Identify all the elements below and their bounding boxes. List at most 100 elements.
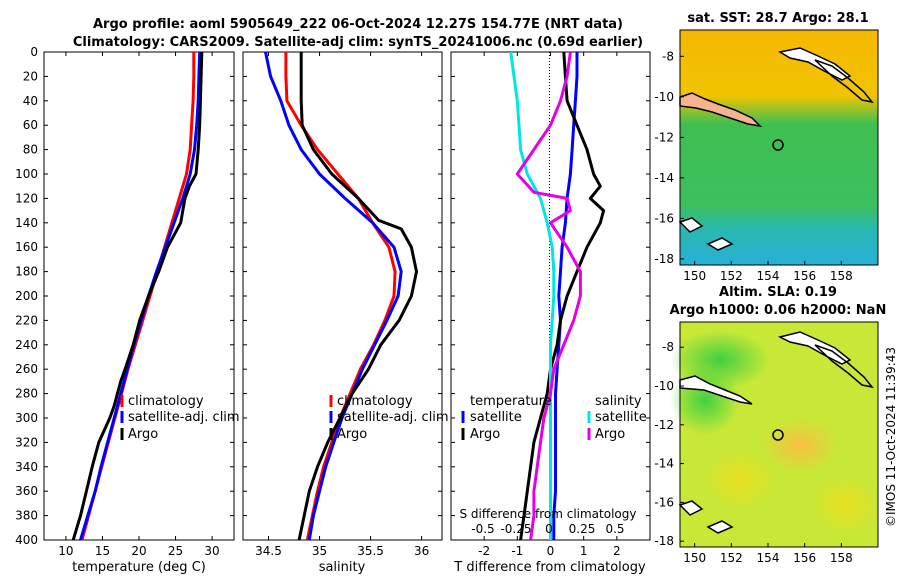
sla-map-title-line1: Altim. SLA: 0.19 <box>719 285 837 300</box>
s-tick-label: -0.25 <box>500 522 531 536</box>
solomon-islands <box>777 47 852 81</box>
imos-stamp: ©IMOS 11-Oct-2024 11:39:43 <box>884 347 898 527</box>
depth-tick-label: 220 <box>15 313 38 327</box>
salinity-series <box>264 52 418 540</box>
legend-t-satellite-label: satellite <box>470 410 522 425</box>
depth-tick-label: 400 <box>15 533 38 547</box>
depth-tick-label: 180 <box>15 265 38 279</box>
lon-tick-label: 158 <box>830 551 853 565</box>
legend-argo-label: Argo <box>128 427 158 442</box>
lat-tick-label: -14 <box>654 457 674 471</box>
solomon-coast <box>814 59 874 104</box>
lat-tick-label: -14 <box>654 171 674 185</box>
legend-climatology-label: climatology <box>128 394 204 409</box>
depth-axis: 0 20 40 60 80 100 120 140 160 180 200 220 240 260 280 3… <box>15 45 650 547</box>
s-tick-label: 0.5 <box>605 522 624 536</box>
argo-location-marker <box>772 139 784 151</box>
lat-tick-label: -10 <box>654 90 674 104</box>
x-tick-label: 36 <box>414 544 429 558</box>
s-tick-label: 0 <box>545 522 553 536</box>
x-tick-label: 20 <box>131 544 146 558</box>
sla-map-axes: -8 -10 -12 -14 -16 -18 150 152 154 156 158 <box>654 340 852 565</box>
series-line-temperature-argo <box>519 52 606 540</box>
s-tick-label: 0.25 <box>569 522 596 536</box>
s-difference-label: S difference from climatology <box>460 507 637 521</box>
x-tick-label: 1 <box>580 544 588 558</box>
lon-tick-label: 150 <box>683 551 706 565</box>
figure-title-line2: Climatology: CARS2009. Satellite-adj cli… <box>73 35 643 50</box>
depth-tick-label: 340 <box>15 460 38 474</box>
x-tick-label: 34.5 <box>255 544 282 558</box>
series-line-salinity-argo <box>515 52 582 540</box>
depth-tick-label: 0 <box>30 45 38 59</box>
depth-tick-label: 40 <box>23 94 38 108</box>
legend-salinity-title: salinity <box>595 394 642 409</box>
sla-map-title-line2: Argo h1000: 0.06 h2000: NaN <box>670 303 887 318</box>
series-line-temperature-satellite <box>552 52 579 540</box>
reef-islands <box>678 217 704 233</box>
depth-tick-label: 260 <box>15 362 38 376</box>
salinity-panel <box>242 51 443 541</box>
s-difference-ticks: -0.5 -0.25 0 0.25 0.5 <box>471 522 624 536</box>
lon-tick-label: 158 <box>830 269 853 283</box>
depth-tick-label: 100 <box>15 167 38 181</box>
temperature-series <box>71 52 204 540</box>
depth-tick-label: 200 <box>15 289 38 303</box>
depth-tick-label: 80 <box>23 143 38 157</box>
depth-tick-label: 20 <box>23 69 38 83</box>
series-line-salinity-satellite <box>509 52 556 540</box>
reef-islands-2 <box>706 520 734 534</box>
depth-tick-label: 280 <box>15 387 38 401</box>
x-tick-label: -2 <box>478 544 490 558</box>
lat-tick-label: -10 <box>654 379 674 393</box>
lat-tick-label: -12 <box>654 418 674 432</box>
x-tick-label: 10 <box>58 544 73 558</box>
sla-high-area <box>810 475 880 535</box>
series-line-argo <box>71 52 204 540</box>
sla-high-area <box>700 450 780 510</box>
sst-frame <box>679 29 879 266</box>
x-tick-label: 0 <box>547 544 555 558</box>
x-tick-label: 35 <box>312 544 327 558</box>
salinity-xlabel: salinity <box>319 560 366 575</box>
legend-climatology-label: climatology <box>337 394 413 409</box>
lat-tick-label: -12 <box>654 130 674 144</box>
png-coast <box>679 92 763 128</box>
legend-argo-label: Argo <box>337 427 367 442</box>
x-tick-label: 30 <box>204 544 219 558</box>
lat-tick-label: -18 <box>654 534 674 548</box>
x-tick-label: 2 <box>613 544 621 558</box>
temperature-panel <box>43 51 235 541</box>
lon-tick-label: 150 <box>683 269 706 283</box>
reef-islands-2 <box>706 237 734 251</box>
legend-satellite-label: satellite-adj. clim <box>337 410 449 425</box>
sst-map-axes: -8 -10 -12 -14 -16 -18 150 152 154 156 158 <box>654 49 852 283</box>
legend-s-argo-label: Argo <box>595 427 625 442</box>
depth-tick-label: 60 <box>23 118 38 132</box>
depth-tick-label: 160 <box>15 240 38 254</box>
series-line-satellite-adj-clim <box>264 52 403 540</box>
temperature-legend: climatology satellite-adj. clim Argo <box>120 394 240 442</box>
difference-xlabel: T difference from climatology <box>453 560 646 575</box>
depth-tick-label: 140 <box>15 216 38 230</box>
sst-field <box>680 30 878 265</box>
lat-tick-label: -16 <box>654 495 674 509</box>
lat-tick-label: -8 <box>662 340 674 354</box>
legend-satellite-label: satellite-adj. clim <box>128 410 240 425</box>
x-tick-label: 25 <box>168 544 183 558</box>
x-tick-label: 35.5 <box>357 544 384 558</box>
temperature-xlabel: temperature (deg C) <box>72 560 206 575</box>
depth-tick-label: 320 <box>15 435 38 449</box>
argo-location-marker <box>772 429 784 441</box>
salinity-legend: climatology satellite-adj. clim Argo <box>329 394 449 442</box>
lat-tick-label: -18 <box>654 252 674 266</box>
legend-temperature-title: temperature <box>470 394 552 409</box>
lon-tick-label: 154 <box>757 551 780 565</box>
sla-frame <box>679 321 879 548</box>
depth-tick-label: 300 <box>15 411 38 425</box>
x-axes: 10 15 20 25 30 34.5 35 35.5 36 -2 -1 0 1 2 <box>58 52 621 558</box>
figure-title-line1: Argo profile: aoml 5905649_222 06-Oct-20… <box>93 17 623 32</box>
x-tick-label: 15 <box>95 544 110 558</box>
sst-map-title: sat. SST: 28.7 Argo: 28.1 <box>687 11 868 26</box>
lat-tick-label: -16 <box>654 211 674 225</box>
